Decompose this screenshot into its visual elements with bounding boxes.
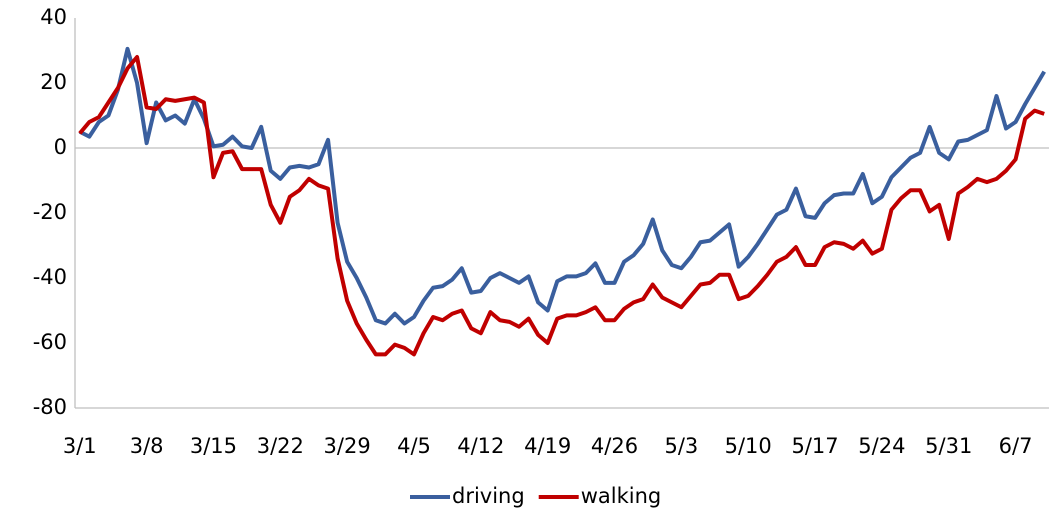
x-tick-label: 6/7 bbox=[999, 434, 1033, 458]
series-line bbox=[78, 46, 1046, 326]
y-tick-label: 0 bbox=[54, 135, 67, 159]
x-tick-label: 5/3 bbox=[664, 434, 698, 458]
x-tick-label: 5/17 bbox=[791, 434, 838, 458]
x-tick-label: 3/29 bbox=[324, 434, 371, 458]
x-tick-label: 3/22 bbox=[257, 434, 304, 458]
x-tick-label: 5/10 bbox=[725, 434, 772, 458]
x-tick-label: 4/12 bbox=[457, 434, 504, 458]
x-tick-label: 4/19 bbox=[524, 434, 571, 458]
y-tick-label: -80 bbox=[33, 395, 67, 419]
y-tick-label: -40 bbox=[33, 265, 67, 289]
x-tick-label: 3/8 bbox=[130, 434, 164, 458]
x-tick-label: 4/26 bbox=[591, 434, 638, 458]
legend-label: walking bbox=[581, 484, 662, 508]
y-tick-label: 40 bbox=[40, 5, 67, 29]
y-tick-label: -20 bbox=[33, 200, 67, 224]
y-tick-label: 20 bbox=[40, 70, 67, 94]
legend-label: driving bbox=[452, 484, 525, 508]
x-tick-label: 3/1 bbox=[63, 434, 97, 458]
y-tick-label: -60 bbox=[33, 330, 67, 354]
series-line bbox=[78, 55, 1045, 357]
x-tick-label: 5/24 bbox=[858, 434, 905, 458]
x-tick-label: 5/31 bbox=[925, 434, 972, 458]
x-tick-label: 4/5 bbox=[397, 434, 431, 458]
x-tick-label: 3/15 bbox=[190, 434, 237, 458]
